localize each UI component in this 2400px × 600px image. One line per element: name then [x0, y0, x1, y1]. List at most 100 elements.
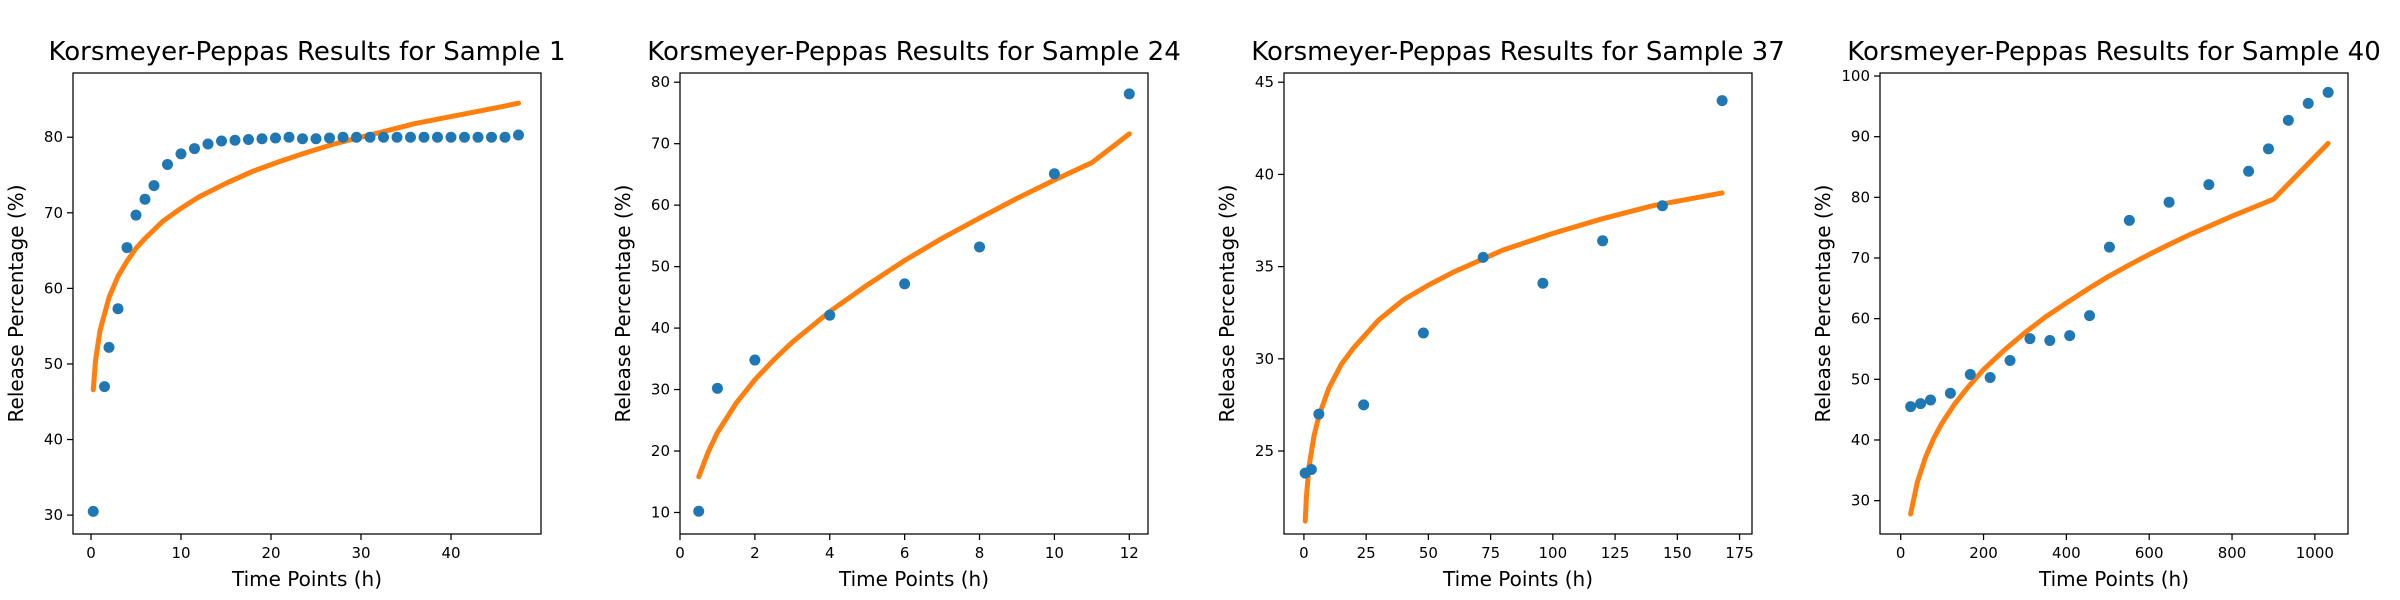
x-tick-label: 4 [825, 544, 835, 562]
data-point [2163, 196, 2175, 208]
data-point [1656, 200, 1668, 212]
plot-frame [679, 72, 1149, 535]
data-point [459, 131, 470, 143]
y-tick-label: 30 [1255, 350, 1274, 368]
data-point [2123, 214, 2135, 226]
data-point [1305, 463, 1317, 475]
chart-title: Korsmeyer-Peppas Results for Sample 24 [647, 37, 1181, 67]
data-point [1597, 235, 1609, 247]
data-point [2282, 114, 2294, 126]
y-tick-label: 10 [651, 503, 670, 521]
fit-curve [1908, 140, 2331, 517]
x-tick-label: 1000 [2296, 544, 2334, 562]
x-tick-label: 200 [1969, 544, 1998, 562]
data-point [2322, 86, 2334, 98]
data-point [112, 303, 124, 315]
data-point [351, 131, 362, 143]
y-tick-label: 60 [44, 279, 63, 297]
data-point [1417, 327, 1429, 339]
y-tick-label: 70 [1851, 249, 1870, 267]
y-tick-label: 50 [1851, 370, 1870, 388]
data-point [337, 131, 349, 143]
y-axis-label: Release Percentage (%) [4, 185, 28, 423]
x-tick-label: 10 [171, 544, 190, 562]
x-tick-label: 12 [1120, 544, 1139, 562]
data-point [2024, 333, 2036, 345]
data-point [974, 241, 986, 253]
data-point [405, 131, 416, 143]
chart-panel-1: 0 10 20 30 40 30 40 50 60 70 80 Korsmeyer-Peppas Re… [4, 37, 565, 591]
data-point [2243, 165, 2255, 177]
x-tick-label: 6 [900, 544, 910, 562]
data-point [1313, 408, 1325, 420]
plot-frame [1283, 72, 1753, 535]
data-point [283, 131, 295, 143]
y-tick-label: 30 [651, 381, 670, 399]
chart-title: Korsmeyer-Peppas Results for Sample 40 [1847, 37, 2381, 67]
data-point [513, 129, 524, 141]
x-tick-label: 0 [1896, 544, 1906, 562]
data-point [2302, 97, 2314, 109]
y-tick-label: 30 [1851, 492, 1870, 510]
y-tick-label: 100 [1841, 67, 1870, 85]
y-tick-label: 60 [1851, 310, 1870, 328]
data-point [130, 209, 142, 221]
y-axis-label: Release Percentage (%) [611, 185, 635, 423]
y-tick-label: 90 [1851, 128, 1870, 146]
data-point [499, 131, 511, 143]
data-point [749, 354, 761, 366]
data-point [711, 382, 723, 394]
data-point [1048, 168, 1060, 180]
data-point [693, 505, 705, 517]
y-tick-label: 20 [651, 442, 670, 460]
data-point [1358, 399, 1370, 411]
data-point [1925, 394, 1937, 406]
data-point [243, 134, 254, 146]
chart-title: Korsmeyer-Peppas Results for Sample 37 [1251, 37, 1785, 67]
data-point [2262, 143, 2274, 155]
data-point [2044, 335, 2056, 347]
data-point [472, 131, 484, 143]
data-point [899, 278, 911, 290]
chart-panel-3: 0 25 50 75 100 125 150 175 25 30 35 40 45 Korsmeyer-P… [1215, 37, 1785, 591]
y-axis-label: Release Percentage (%) [1215, 185, 1239, 423]
data-point [270, 132, 281, 144]
data-point [324, 132, 335, 144]
y-tick-label: 80 [1851, 188, 1870, 206]
data-point [1477, 251, 1489, 263]
data-point [139, 193, 151, 205]
y-tick-label: 40 [44, 431, 63, 449]
y-axis-label: Release Percentage (%) [1811, 185, 1835, 423]
plot-frame [1879, 72, 2349, 535]
data-point [486, 131, 497, 143]
data-point [2004, 355, 2016, 367]
y-tick-label: 35 [1255, 258, 1274, 276]
x-tick-label: 400 [2052, 544, 2081, 562]
x-tick-label: 0 [86, 544, 96, 562]
data-point [1964, 368, 1976, 380]
data-point [2084, 310, 2096, 322]
data-point [216, 135, 227, 147]
chart-panel-2: 0 2 4 6 8 10 12 10 20 30 40 50 60 70 80 Korsmeyer-Peppa… [611, 37, 1181, 591]
x-tick-label: 800 [2218, 544, 2247, 562]
data-point [445, 131, 457, 143]
data-point [2103, 241, 2115, 253]
data-point [99, 381, 110, 393]
y-tick-label: 40 [651, 319, 670, 337]
x-tick-label: 50 [1419, 544, 1438, 562]
x-tick-label: 40 [441, 544, 460, 562]
x-tick-label: 100 [1539, 544, 1568, 562]
data-point [189, 143, 200, 155]
x-axis-label: Time Points (h) [1442, 567, 1593, 591]
x-tick-label: 10 [1045, 544, 1064, 562]
y-tick-label: 70 [651, 135, 670, 153]
data-point [824, 309, 836, 321]
data-point [121, 242, 133, 254]
data-point [391, 131, 403, 143]
chart-title: Korsmeyer-Peppas Results for Sample 1 [49, 37, 566, 67]
data-point [87, 505, 99, 517]
fit-curve [696, 131, 1132, 480]
x-axis-label: Time Points (h) [231, 567, 382, 591]
data-point [1915, 398, 1927, 410]
fit-curve [90, 100, 521, 393]
